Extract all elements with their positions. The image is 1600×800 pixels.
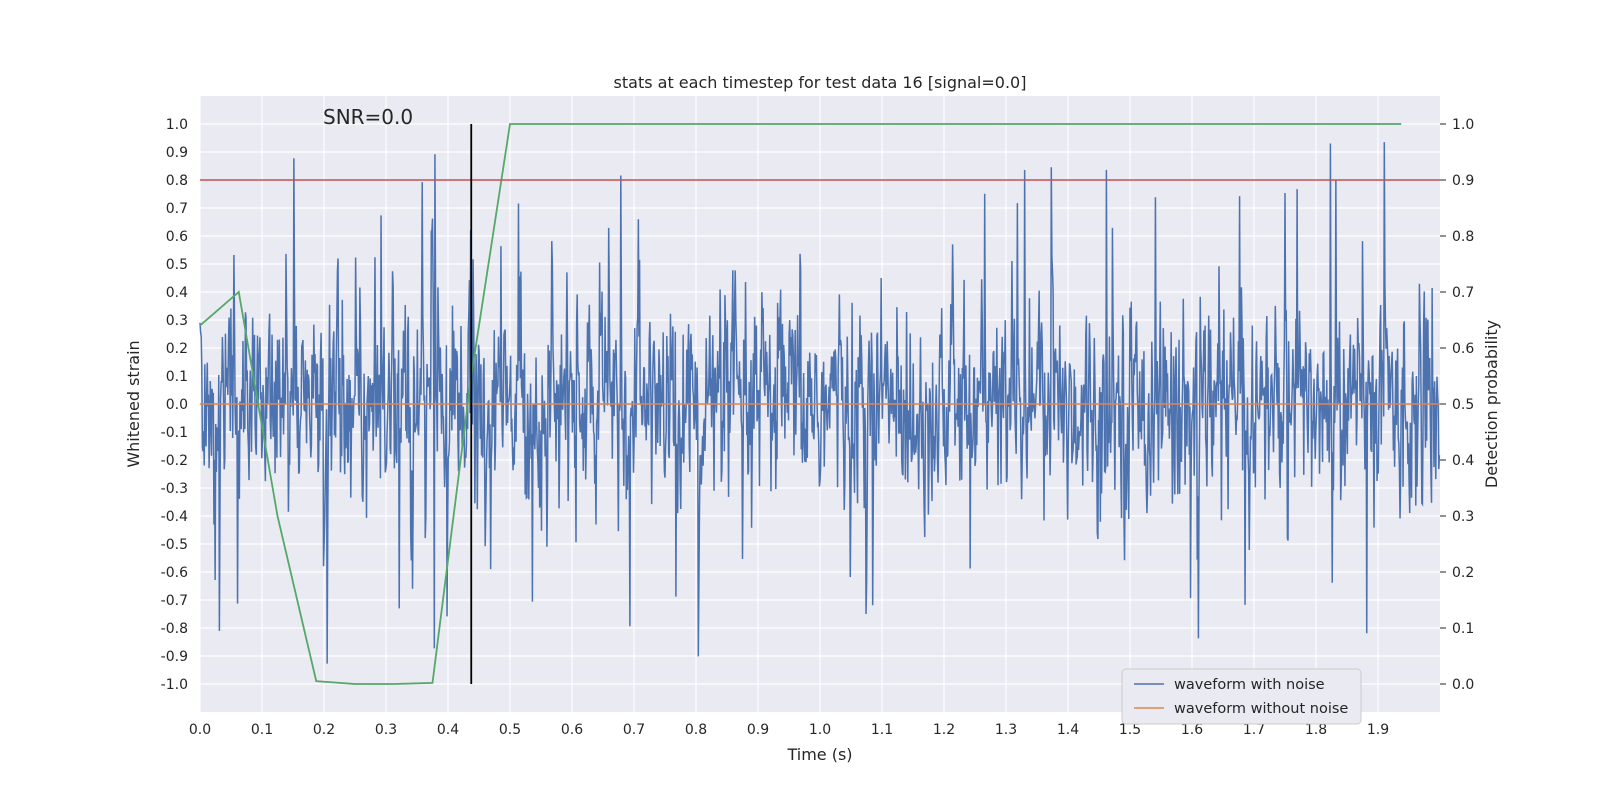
x-axis-ticks: 0.0 0.1 0.2 0.3 0.4 0.5 0.6 0.7 0.8 0.9 1.0 1.1 1.2 1…: [189, 722, 1389, 738]
x-tick-label: 1.5: [1119, 722, 1141, 738]
y2-axis-ticks: 0.0 0.1 0.2 0.3 0.4 0.5 0.6 0.7 0.8 0.9 1.0: [1440, 117, 1474, 693]
x-tick-label: 0.6: [561, 722, 583, 738]
legend: waveform with noise waveform without noi…: [1121, 668, 1362, 725]
y-tick-label: -0.2: [161, 453, 188, 469]
y2-tick-label: 0.1: [1452, 621, 1474, 637]
chart-title: stats at each timestep for test data 16 …: [614, 73, 1027, 92]
y-tick-label: 0.1: [166, 369, 188, 385]
x-tick-label: 1.4: [1057, 722, 1079, 738]
x-tick-label: 0.3: [375, 722, 397, 738]
x-tick-label: 1.6: [1181, 722, 1203, 738]
y-tick-label: -0.7: [161, 593, 188, 609]
y-tick-label: 0.0: [166, 397, 188, 413]
x-tick-label: 1.1: [871, 722, 893, 738]
x-tick-label: 0.5: [499, 722, 521, 738]
y-tick-label: -0.5: [161, 537, 188, 553]
y2-axis-label: Detection probability: [1482, 320, 1501, 488]
x-tick-label: 1.3: [995, 722, 1017, 738]
legend-box: [1121, 668, 1362, 725]
x-tick-label: 0.8: [685, 722, 707, 738]
x-tick-label: 0.9: [747, 722, 769, 738]
y2-tick-label: 0.7: [1452, 285, 1474, 301]
series-detection-probability: [199, 123, 1402, 685]
y-tick-label: 0.7: [166, 201, 188, 217]
y-tick-label: -0.8: [161, 621, 188, 637]
waveform-with-noise-line: [199, 142, 1441, 664]
x-tick-label: 0.2: [313, 722, 335, 738]
snr-annotation: SNR=0.0: [323, 105, 413, 129]
x-tick-label: 0.0: [189, 722, 211, 738]
legend-label-noise: waveform with noise: [1174, 677, 1325, 693]
x-tick-label: 0.4: [437, 722, 459, 738]
y2-tick-label: 0.5: [1452, 397, 1474, 413]
x-tick-label: 1.9: [1367, 722, 1389, 738]
y-tick-label: 0.3: [166, 313, 188, 329]
y2-tick-label: 0.2: [1452, 565, 1474, 581]
x-tick-label: 0.1: [251, 722, 273, 738]
y-tick-label: 0.8: [166, 173, 188, 189]
y2-tick-label: 0.8: [1452, 229, 1474, 245]
y-tick-label: -0.6: [161, 565, 188, 581]
x-axis-label: Time (s): [786, 745, 852, 764]
y2-tick-label: 0.3: [1452, 509, 1474, 525]
y2-tick-label: 0.0: [1452, 677, 1474, 693]
series-waveform-with-noise: [199, 142, 1441, 664]
y-tick-label: 0.4: [166, 285, 188, 301]
y-tick-label: -0.4: [161, 509, 188, 525]
y-tick-label: 0.5: [166, 257, 188, 273]
y2-tick-label: 0.4: [1452, 453, 1474, 469]
x-tick-label: 1.8: [1305, 722, 1327, 738]
x-tick-label: 1.2: [933, 722, 955, 738]
y-tick-label: -0.3: [161, 481, 188, 497]
y-tick-label: 0.2: [166, 341, 188, 357]
y2-tick-label: 0.6: [1452, 341, 1474, 357]
y2-tick-label: 0.9: [1452, 173, 1474, 189]
x-tick-label: 0.7: [623, 722, 645, 738]
y-axis-label: Whitened strain: [124, 340, 143, 467]
x-tick-label: 1.0: [809, 722, 831, 738]
y-tick-label: -0.9: [161, 649, 188, 665]
detection-probability-line: [199, 123, 1402, 685]
y-tick-label: 0.9: [166, 145, 188, 161]
y-tick-label: 0.6: [166, 229, 188, 245]
y-tick-label: -1.0: [161, 677, 188, 693]
y-tick-label: 1.0: [166, 117, 188, 133]
y-axis-ticks: -1.0 -0.9 -0.8 -0.7 -0.6 -0.5 -0.4 -0.3 -0.2 -0.1…: [161, 117, 188, 693]
y-tick-label: -0.1: [161, 425, 188, 441]
x-tick-label: 1.7: [1243, 722, 1265, 738]
y2-tick-label: 1.0: [1452, 117, 1474, 133]
legend-label-clean: waveform without noise: [1174, 701, 1348, 717]
